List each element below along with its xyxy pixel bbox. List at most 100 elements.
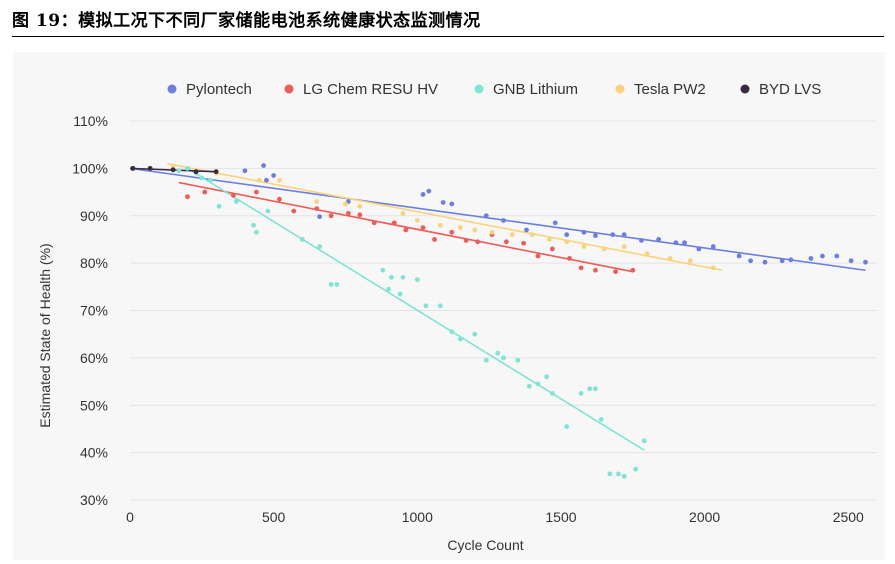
point-pylontech — [673, 240, 679, 246]
point-pylontech — [449, 201, 455, 207]
x-tick-label: 500 — [262, 509, 286, 525]
point-lg-chem-resu-hv — [314, 206, 320, 212]
point-gnb-lithium — [449, 329, 455, 335]
point-gnb-lithium — [564, 424, 570, 429]
point-gnb-lithium — [254, 229, 259, 235]
point-tesla-pw2 — [509, 232, 515, 238]
point-lg-chem-resu-hv — [475, 239, 481, 245]
point-tesla-pw2 — [581, 244, 587, 249]
point-pylontech — [552, 220, 558, 226]
point-tesla-pw2 — [601, 246, 607, 252]
point-gnb-lithium — [458, 336, 463, 342]
point-lg-chem-resu-hv — [420, 225, 426, 230]
point-gnb-lithium — [641, 438, 647, 444]
data-points — [130, 163, 868, 479]
point-pylontech — [808, 255, 814, 261]
point-pylontech — [242, 168, 248, 174]
x-tick-labels: 0 500 1000 1500 2000 2500 — [126, 509, 864, 525]
point-lg-chem-resu-hv — [521, 240, 527, 246]
y-tick-label: 70% — [80, 303, 108, 319]
point-lg-chem-resu-hv — [535, 253, 541, 259]
point-tesla-pw2 — [621, 244, 627, 249]
point-lg-chem-resu-hv — [549, 246, 555, 252]
point-byd-lvs — [147, 165, 153, 171]
point-lg-chem-resu-hv — [630, 267, 636, 273]
point-gnb-lithium — [598, 417, 604, 422]
point-lg-chem-resu-hv — [432, 237, 437, 242]
point-gnb-lithium — [208, 177, 213, 183]
point-pylontech — [748, 258, 753, 264]
point-tesla-pw2 — [564, 239, 570, 245]
point-lg-chem-resu-hv — [277, 196, 282, 202]
point-pylontech — [440, 200, 446, 205]
point-byd-lvs — [170, 167, 176, 173]
point-pylontech — [621, 232, 627, 238]
point-gnb-lithium — [423, 303, 429, 309]
trend-line-gnb-lithium — [187, 167, 645, 451]
point-pylontech — [682, 240, 687, 246]
point-gnb-lithium — [176, 168, 182, 174]
point-lg-chem-resu-hv — [613, 269, 618, 275]
point-tesla-pw2 — [644, 251, 650, 257]
point-gnb-lithium — [185, 165, 190, 171]
point-pylontech — [639, 237, 644, 243]
figure-title: 图 19：模拟工况下不同厂家储能电池系统健康状态监测情况 — [12, 11, 481, 31]
point-pylontech — [736, 253, 742, 259]
point-pylontech — [581, 229, 587, 235]
point-tesla-pw2 — [256, 177, 262, 183]
point-tesla-pw2 — [437, 222, 443, 228]
point-pylontech — [610, 232, 616, 238]
point-gnb-lithium — [216, 203, 222, 209]
point-gnb-lithium — [495, 350, 501, 356]
y-tick-labels: 30% 40% 50% 60% 70% 80% 90% 100% 110% — [72, 113, 108, 508]
x-tick-label: 2500 — [833, 509, 864, 525]
legend-marker-lg-chem-resu-hv — [284, 84, 294, 94]
legend-marker-byd-lvs — [740, 84, 750, 94]
point-pylontech — [564, 232, 570, 238]
y-tick-label: 80% — [80, 255, 108, 271]
y-tick-label: 90% — [80, 208, 108, 224]
legend-label-pylontech: Pylontech — [186, 81, 252, 98]
point-gnb-lithium — [515, 357, 521, 363]
point-tesla-pw2 — [458, 225, 463, 230]
point-pylontech — [420, 192, 426, 197]
trend-line-pylontech — [129, 167, 866, 272]
y-tick-label: 40% — [80, 445, 108, 461]
point-gnb-lithium — [386, 286, 391, 292]
point-pylontech — [524, 227, 529, 233]
point-lg-chem-resu-hv — [357, 212, 363, 218]
point-pylontech — [834, 253, 840, 259]
point-pylontech — [483, 213, 489, 219]
point-gnb-lithium — [251, 222, 256, 228]
point-lg-chem-resu-hv — [231, 192, 236, 198]
point-tesla-pw2 — [400, 210, 406, 216]
legend-marker-gnb-lithium — [474, 84, 484, 94]
point-pylontech — [848, 258, 854, 264]
point-gnb-lithium — [472, 331, 478, 337]
point-tesla-pw2 — [314, 199, 320, 204]
point-pylontech — [264, 177, 269, 183]
point-lg-chem-resu-hv — [503, 239, 509, 245]
point-gnb-lithium — [265, 208, 271, 214]
point-tesla-pw2 — [357, 203, 363, 209]
legend-label-byd-lvs: BYD LVS — [759, 81, 821, 98]
point-gnb-lithium — [621, 473, 627, 479]
trend-lines — [129, 162, 866, 451]
trend-line-lg-chem-resu-hv — [178, 181, 633, 273]
point-gnb-lithium — [400, 274, 406, 280]
point-tesla-pw2 — [547, 237, 552, 242]
point-gnb-lithium — [587, 386, 593, 392]
point-gnb-lithium — [607, 471, 613, 477]
point-pylontech — [710, 244, 716, 249]
point-tesla-pw2 — [687, 258, 693, 264]
point-pylontech — [426, 188, 432, 194]
point-lg-chem-resu-hv — [371, 220, 377, 226]
point-pylontech — [820, 253, 825, 259]
point-lg-chem-resu-hv — [578, 265, 584, 271]
grid-lines — [130, 120, 877, 501]
point-gnb-lithium — [544, 374, 549, 380]
point-gnb-lithium — [389, 274, 394, 280]
point-lg-chem-resu-hv — [202, 189, 208, 195]
point-tesla-pw2 — [472, 227, 478, 233]
point-lg-chem-resu-hv — [345, 210, 351, 216]
